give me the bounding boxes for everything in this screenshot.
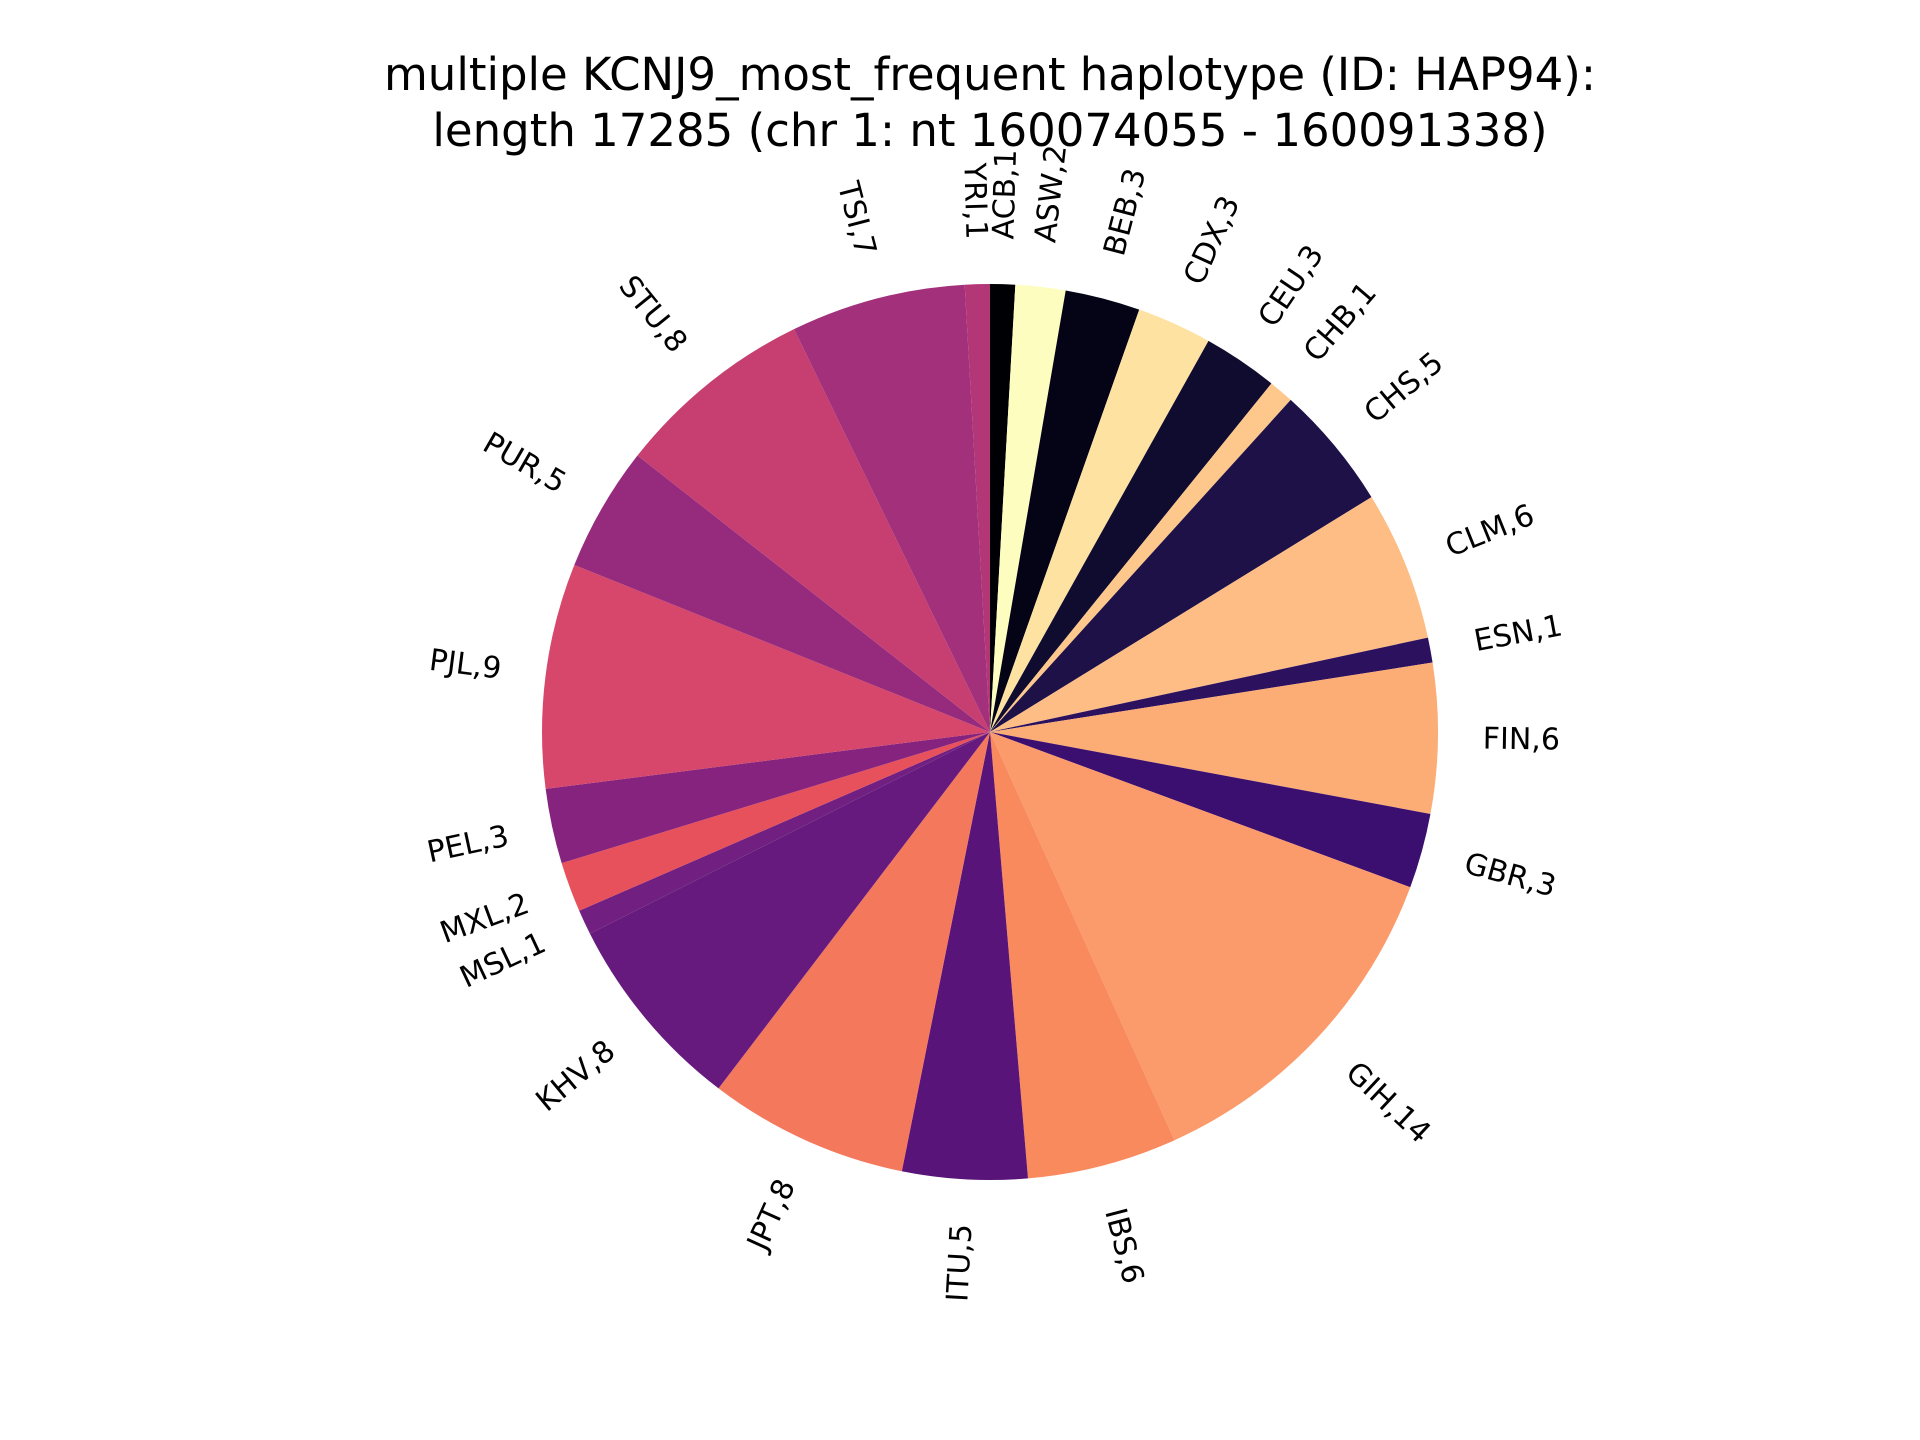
pie-slice-chs bbox=[990, 399, 1372, 732]
pie-slice-acb bbox=[990, 284, 1016, 732]
pie-slice-ceu bbox=[990, 340, 1272, 732]
pie-slice-cdx bbox=[990, 309, 1209, 732]
pie-slice-jpt bbox=[718, 732, 990, 1172]
pie-slice-beb bbox=[990, 290, 1140, 732]
pie-slice-chb bbox=[990, 383, 1291, 732]
slice-label-acb: ACB,1 bbox=[986, 149, 1024, 240]
pie-slice-pur bbox=[574, 455, 990, 732]
pie-slices bbox=[542, 284, 1439, 1180]
slice-label-yri: YRI,1 bbox=[956, 161, 993, 240]
pie-slice-tsi bbox=[793, 284, 990, 732]
pie-slice-stu bbox=[637, 329, 990, 732]
slice-label-fin: FIN,6 bbox=[1483, 721, 1561, 757]
pie-slice-gbr bbox=[990, 732, 1431, 888]
pie-slice-pel bbox=[545, 732, 990, 864]
pie-slice-yri bbox=[964, 284, 990, 732]
pie-slice-clm bbox=[990, 497, 1428, 732]
pie-slice-itu bbox=[901, 732, 1028, 1180]
slice-label-itu: ITU,5 bbox=[940, 1223, 979, 1303]
pie-slice-gih bbox=[990, 732, 1411, 1141]
pie-slice-pjl bbox=[542, 564, 990, 789]
pie-slice-mxl bbox=[561, 732, 990, 911]
pie-slice-fin bbox=[990, 662, 1439, 814]
pie-slice-esn bbox=[990, 637, 1433, 732]
chart-title-line-2: length 17285 (chr 1: nt 160074055 - 1600… bbox=[432, 104, 1547, 157]
pie-slice-msl bbox=[579, 732, 990, 934]
pie-slice-asw bbox=[990, 284, 1066, 732]
chart-title-line-1: multiple KCNJ9_most_frequent haplotype (… bbox=[384, 48, 1596, 101]
pie-slice-khv bbox=[589, 732, 990, 1089]
pie-slice-ibs bbox=[990, 732, 1175, 1179]
